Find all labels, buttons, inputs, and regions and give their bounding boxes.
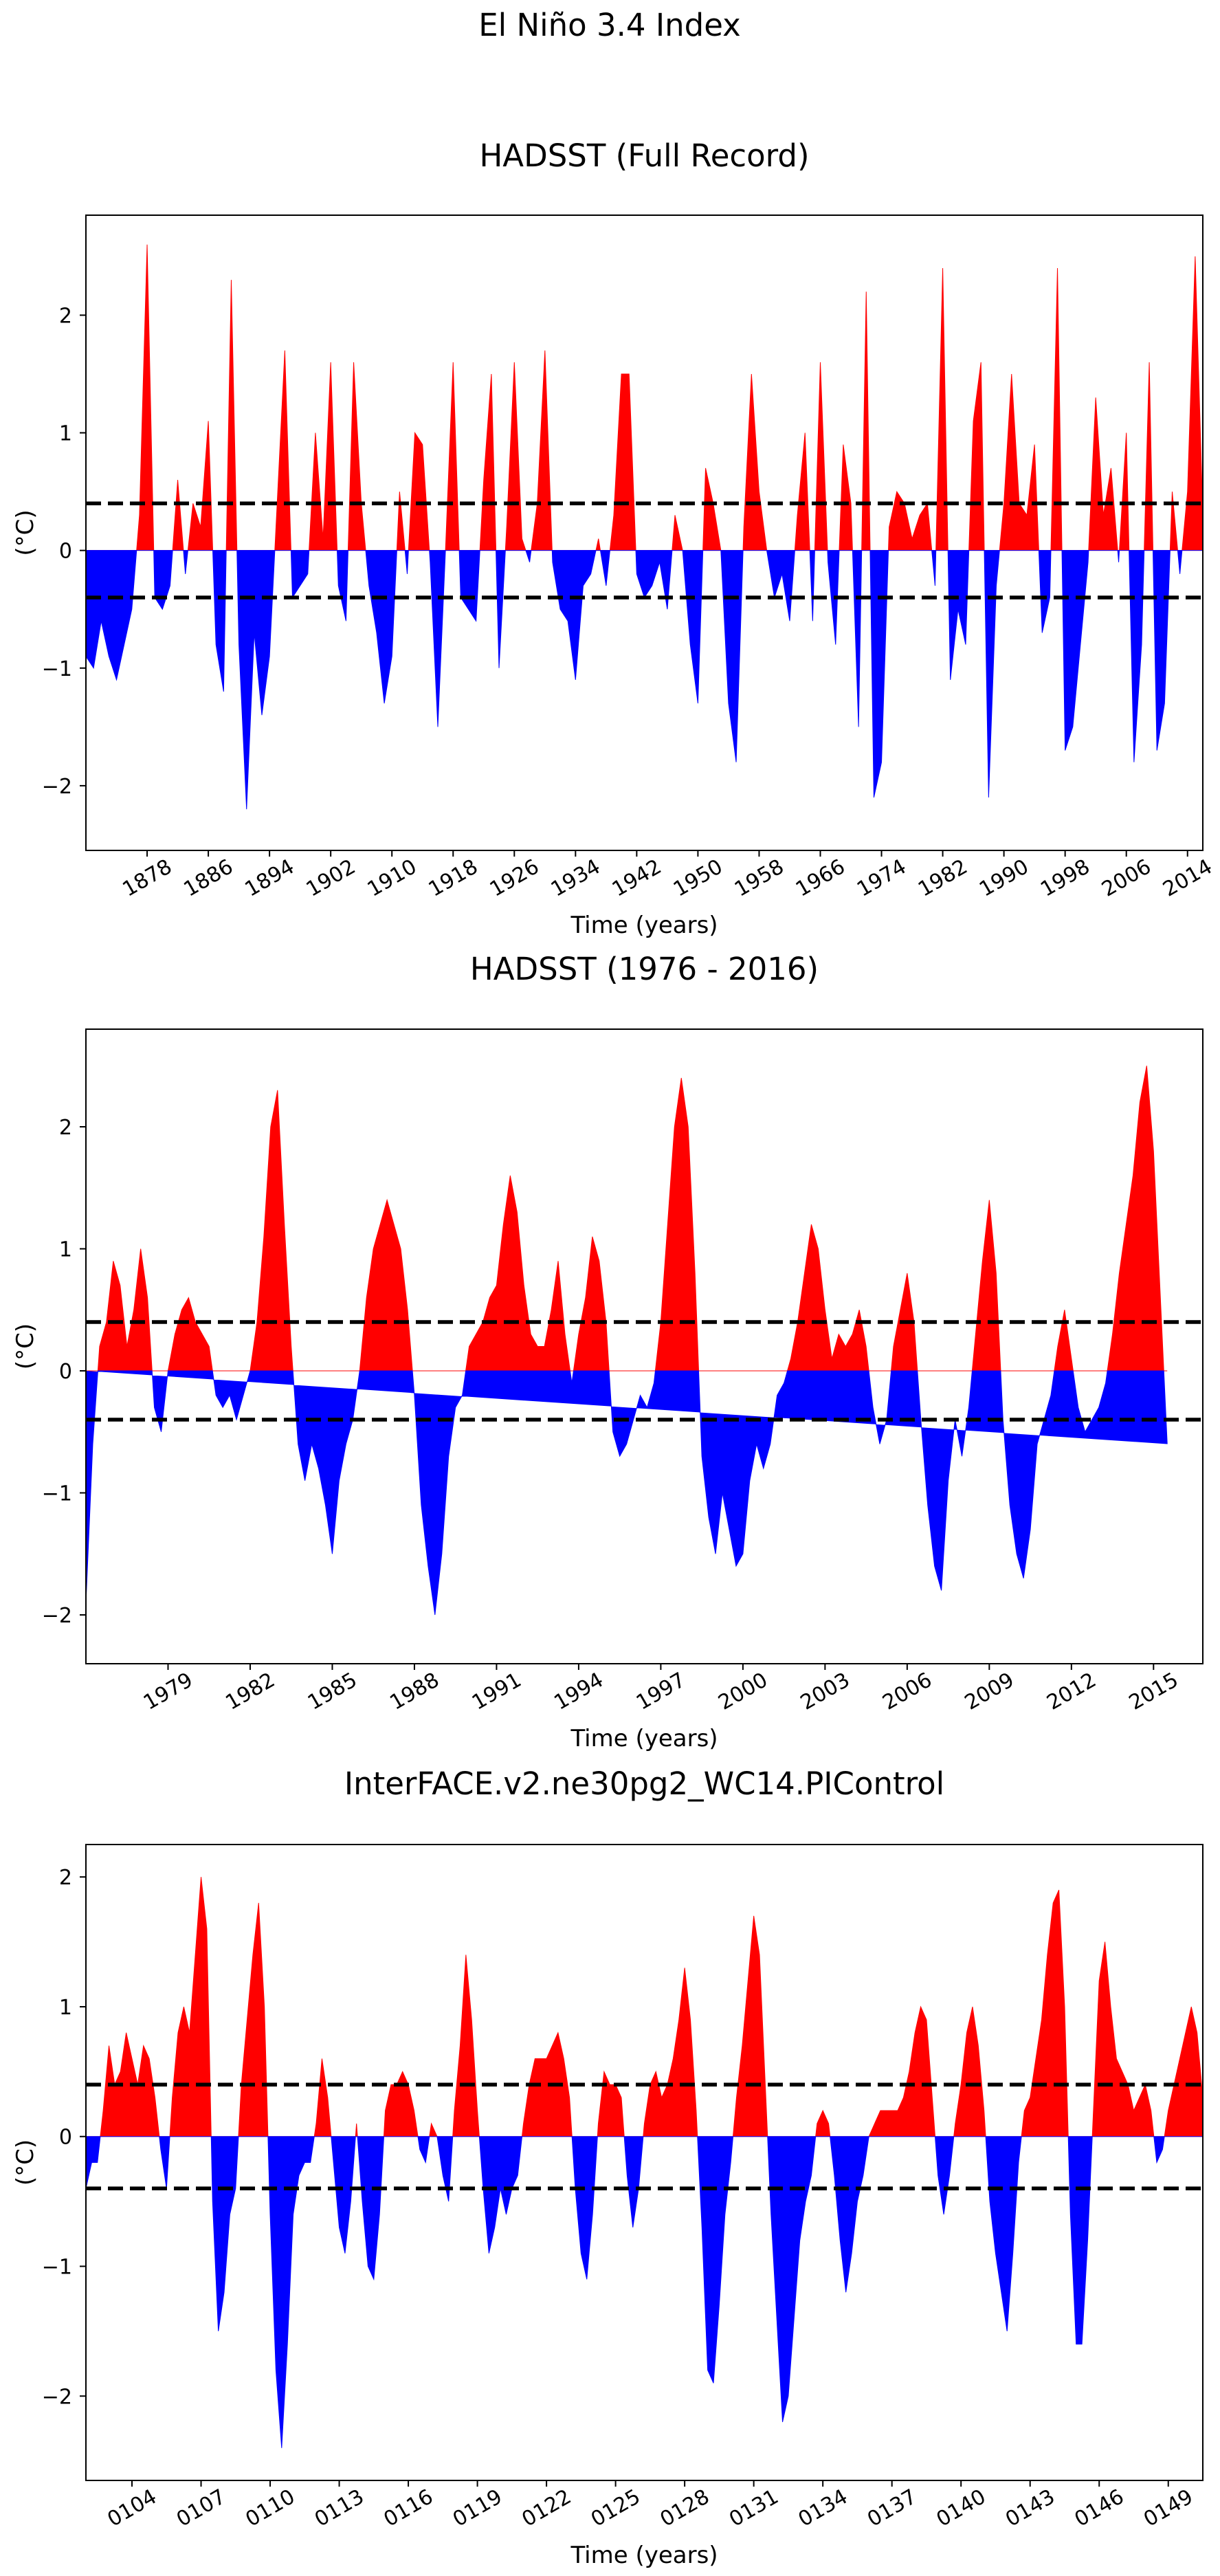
- y-axis-label: (°C): [12, 1323, 39, 1369]
- x-axis-label: Time (years): [570, 912, 718, 939]
- data-series: [86, 244, 1203, 810]
- x-tick-label: 1994: [550, 1668, 608, 1715]
- x-tick-label: 0149: [1140, 2485, 1197, 2531]
- x-tick-label: 0128: [656, 2485, 714, 2531]
- y-tick-label: −2: [42, 775, 72, 799]
- figure-suptitle: El Niño 3.4 Index: [478, 7, 741, 43]
- x-tick-label: 0143: [1001, 2485, 1059, 2531]
- x-tick-label: 1934: [547, 855, 605, 901]
- x-tick-label: 2012: [1043, 1668, 1100, 1715]
- data-series: [86, 1877, 1203, 2448]
- x-tick-label: 2000: [714, 1668, 772, 1715]
- x-tick-label: 0134: [795, 2485, 852, 2531]
- plot-frame: [85, 214, 1204, 851]
- x-tick-label: 2014: [1159, 855, 1217, 901]
- x-tick-label: 0104: [103, 2485, 161, 2531]
- y-tick-label: −1: [42, 2256, 72, 2280]
- negative-anomaly-area: [86, 2136, 1203, 2448]
- x-tick-label: 1926: [486, 855, 544, 901]
- negative-anomaly-area: [86, 1370, 1168, 1616]
- x-tick-label: 0131: [725, 2485, 783, 2531]
- x-tick-label: 1990: [975, 855, 1033, 901]
- y-tick-label: −1: [42, 1482, 72, 1506]
- y-tick-label: 0: [59, 1360, 72, 1384]
- y-tick-label: 2: [59, 1866, 72, 1890]
- y-tick-label: −2: [42, 2385, 72, 2409]
- x-tick-label: 1886: [180, 855, 238, 901]
- x-tick-label: 1998: [1036, 855, 1094, 901]
- x-tick-label: 2003: [797, 1668, 854, 1715]
- x-tick-label: 0119: [449, 2485, 507, 2531]
- x-tick-label: 0116: [380, 2485, 438, 2531]
- x-tick-label: 1979: [140, 1668, 197, 1715]
- x-tick-label: 1982: [914, 855, 972, 901]
- x-tick-label: 0125: [587, 2485, 645, 2531]
- x-tick-label: 1910: [364, 855, 421, 901]
- x-tick-label: 1991: [468, 1668, 526, 1715]
- y-axis-label: (°C): [12, 2139, 39, 2186]
- x-tick-label: 0110: [241, 2485, 299, 2531]
- negative-anomaly-area: [86, 550, 1203, 810]
- y-axis-label: (°C): [12, 509, 39, 555]
- x-tick-label: 1997: [632, 1668, 690, 1715]
- x-tick-label: 0146: [1071, 2485, 1129, 2531]
- x-tick-label: 0140: [933, 2485, 990, 2531]
- x-tick-label: 1942: [608, 855, 666, 901]
- x-tick-label: 0122: [518, 2485, 576, 2531]
- x-tick-label: 1902: [302, 855, 360, 901]
- x-tick-label: 0107: [173, 2485, 230, 2531]
- y-tick-label: 1: [59, 1238, 72, 1262]
- y-tick-label: 2: [59, 1116, 72, 1140]
- x-axis-label: Time (years): [570, 2542, 718, 2569]
- positive-anomaly-area: [86, 1066, 1168, 1372]
- y-tick-label: −2: [42, 1604, 72, 1628]
- y-tick-label: 0: [59, 2126, 72, 2150]
- plot-frame: [85, 1844, 1204, 2481]
- y-tick-label: −1: [42, 657, 72, 681]
- x-tick-label: 2006: [1098, 855, 1155, 901]
- y-tick-label: 0: [59, 540, 72, 564]
- x-axis-label: Time (years): [570, 1725, 718, 1752]
- chart-title: HADSST (Full Record): [479, 137, 809, 174]
- chart-panel-3: InterFACE.v2.ne30pg2_WC14.PIControl −2 −1 0…: [12, 1765, 1204, 2569]
- y-tick-label: 2: [59, 304, 72, 328]
- x-tick-label: 1894: [241, 855, 299, 901]
- positive-anomaly-area: [86, 1877, 1203, 2137]
- chart-panel-2: HADSST (1976 - 2016) −2 −1 0 1 2 1979 1982 1985 1…: [12, 951, 1204, 1752]
- x-tick-label: 0137: [863, 2485, 921, 2531]
- x-tick-label: 2009: [961, 1668, 1019, 1715]
- y-tick-label: 1: [59, 422, 72, 446]
- x-tick-label: 2015: [1125, 1668, 1183, 1715]
- chart-title: InterFACE.v2.ne30pg2_WC14.PIControl: [344, 1765, 944, 1802]
- x-tick-label: 0113: [311, 2485, 368, 2531]
- x-tick-label: 1982: [221, 1668, 279, 1715]
- y-tick-label: 1: [59, 1996, 72, 2020]
- x-tick-label: 1950: [669, 855, 727, 901]
- data-series: [86, 1066, 1168, 1616]
- x-tick-label: 1958: [731, 855, 788, 901]
- chart-title: HADSST (1976 - 2016): [470, 951, 819, 987]
- x-tick-label: 2006: [878, 1668, 936, 1715]
- x-tick-label: 1988: [386, 1668, 443, 1715]
- x-tick-label: 1974: [853, 855, 911, 901]
- x-tick-label: 1918: [425, 855, 483, 901]
- x-tick-label: 1966: [792, 855, 850, 901]
- x-tick-label: 1985: [304, 1668, 362, 1715]
- x-tick-label: 1878: [118, 855, 176, 901]
- plot-frame: [85, 1028, 1204, 1664]
